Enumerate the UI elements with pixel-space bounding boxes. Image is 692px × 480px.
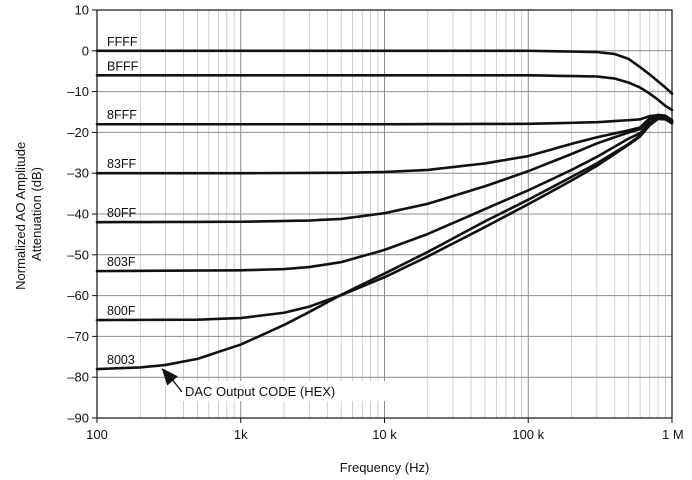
x-tick-label: 10 k bbox=[372, 427, 397, 442]
y-axis-title: Normalized AO Amplitude Attenuation (dB) bbox=[13, 138, 44, 290]
annotation-label-bg bbox=[182, 381, 396, 401]
x-tick-label: 100 k bbox=[512, 427, 544, 442]
y-tick-label: 10 bbox=[75, 3, 89, 18]
series-line-ffff bbox=[95, 49, 674, 95]
y-tick-label: –70 bbox=[67, 329, 89, 344]
series-label-8003: 8003 bbox=[107, 353, 135, 367]
x-axis-title: Frequency (Hz) bbox=[340, 460, 430, 475]
series-label-803f: 803F bbox=[107, 255, 136, 269]
series-labels: FFFF BFFF 8FFF 83FF 80FF 803F 800F 8003 bbox=[107, 35, 139, 367]
annotation-arrowhead bbox=[161, 367, 178, 386]
y-tick-label: –50 bbox=[67, 247, 89, 262]
series-label-80ff: 80FF bbox=[107, 206, 137, 220]
y-tick-label: –80 bbox=[67, 370, 89, 385]
y-tick-label: –30 bbox=[67, 166, 89, 181]
y-tick-label: –10 bbox=[67, 84, 89, 99]
x-tick-label: 100 bbox=[86, 427, 108, 442]
y-axis-title-line-1: Normalized AO Amplitude bbox=[13, 142, 28, 290]
series-lines bbox=[95, 49, 674, 371]
series-line-803f bbox=[95, 115, 674, 273]
series-line-8003 bbox=[95, 117, 674, 371]
series-label-83ff: 83FF bbox=[107, 157, 137, 171]
y-tick-label: –20 bbox=[67, 125, 89, 140]
y-tick-label: –40 bbox=[67, 207, 89, 222]
series-label-8fff: 8FFF bbox=[107, 108, 137, 122]
annotation-label: DAC Output CODE (HEX) bbox=[185, 384, 335, 399]
y-tick-label: 0 bbox=[82, 43, 89, 58]
series-label-800f: 800F bbox=[107, 304, 136, 318]
y-tick-label: –60 bbox=[67, 288, 89, 303]
series-label-ffff: FFFF bbox=[107, 35, 138, 49]
series-label-bfff: BFFF bbox=[107, 59, 139, 73]
y-axis-title-line-2: Attenuation (dB) bbox=[29, 167, 44, 261]
x-tick-label: 1 M bbox=[662, 427, 684, 442]
series-line-bfff bbox=[95, 73, 674, 112]
x-tick-label: 1k bbox=[234, 427, 248, 442]
annotation: DAC Output CODE (HEX) bbox=[161, 367, 396, 401]
y-tick-label: –90 bbox=[67, 411, 89, 426]
series-line-80ff bbox=[95, 113, 674, 224]
